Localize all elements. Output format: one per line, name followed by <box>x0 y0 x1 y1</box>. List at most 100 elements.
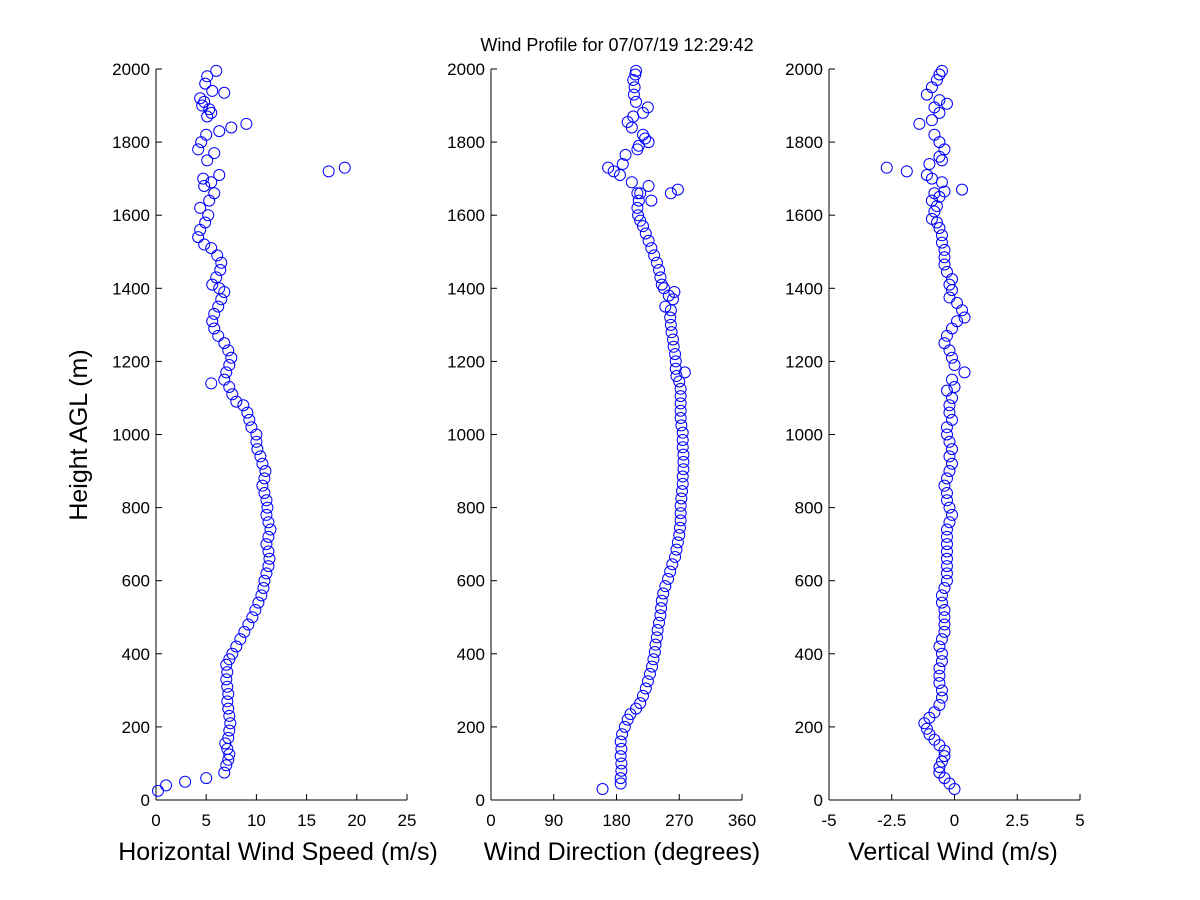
data-point-vertical <box>948 380 961 393</box>
data-point-speed <box>245 421 258 434</box>
data-point-vertical <box>938 611 951 624</box>
data-point-vertical <box>925 172 938 185</box>
y-tick-label-speed: 600 <box>122 572 150 591</box>
data-point-direction <box>676 470 689 483</box>
data-point-speed <box>200 772 213 785</box>
data-point-vertical <box>945 373 958 386</box>
data-point-vertical <box>913 117 926 130</box>
data-point-speed <box>212 300 225 313</box>
x-axis-label-speed: Horizontal Wind Speed (m/s) <box>118 838 438 866</box>
data-point-vertical <box>933 94 946 107</box>
x-tick-label-vertical: 5 <box>1075 811 1084 830</box>
data-point-vertical <box>933 698 946 711</box>
data-point-direction <box>615 757 628 770</box>
y-tick-label-speed: 200 <box>122 718 150 737</box>
data-point-speed <box>221 695 234 708</box>
data-point-direction <box>639 227 652 240</box>
data-point-vertical <box>935 229 948 242</box>
y-tick-label-vertical: 800 <box>795 499 823 518</box>
data-point-speed <box>238 625 251 638</box>
data-point-speed <box>264 523 277 536</box>
data-point-speed <box>240 117 253 130</box>
data-point-direction <box>647 653 660 666</box>
data-point-vertical <box>930 73 943 86</box>
data-point-vertical <box>945 351 958 364</box>
data-point-direction <box>621 713 634 726</box>
data-point-direction <box>636 220 649 233</box>
y-tick-label-direction: 1600 <box>447 206 485 225</box>
data-point-vertical <box>938 258 951 271</box>
x-tick-label-vertical: -2.5 <box>877 811 906 830</box>
x-tick-label-vertical: -5 <box>821 811 836 830</box>
y-tick-label-direction: 1200 <box>447 352 485 371</box>
data-point-vertical <box>940 494 953 507</box>
data-point-speed <box>205 106 218 119</box>
data-point-vertical <box>940 265 953 278</box>
x-tick-label-direction: 180 <box>602 811 630 830</box>
data-point-speed <box>205 176 218 189</box>
data-point-speed <box>201 70 214 83</box>
y-tick-label-vertical: 1400 <box>785 279 823 298</box>
data-point-direction <box>674 397 687 410</box>
data-point-vertical <box>935 755 948 768</box>
data-point-direction <box>630 64 643 77</box>
data-point-direction <box>613 168 626 181</box>
data-point-speed <box>223 359 236 372</box>
y-tick-label-speed: 1400 <box>112 279 150 298</box>
data-point-direction <box>629 68 642 81</box>
data-point-speed <box>160 779 173 792</box>
y-tick-label-vertical: 1200 <box>785 352 823 371</box>
data-point-speed <box>243 413 256 426</box>
data-point-vertical <box>935 596 948 609</box>
y-tick-label-vertical: 0 <box>814 791 823 810</box>
data-point-direction <box>667 340 680 353</box>
data-point-direction <box>669 355 682 368</box>
data-point-speed <box>259 465 272 478</box>
data-point-speed <box>262 530 275 543</box>
data-point-speed <box>241 406 254 419</box>
data-point-speed <box>262 545 275 558</box>
data-point-speed <box>226 388 239 401</box>
data-point-speed <box>198 238 211 251</box>
data-point-speed <box>200 128 213 141</box>
data-point-vertical <box>940 567 953 580</box>
y-tick-label-vertical: 1600 <box>785 206 823 225</box>
data-point-direction <box>650 631 663 644</box>
data-point-speed <box>223 748 236 761</box>
data-point-vertical <box>933 677 946 690</box>
data-point-direction <box>675 419 688 432</box>
data-point-direction <box>649 638 662 651</box>
data-point-direction <box>676 433 689 446</box>
data-point-direction <box>614 772 627 785</box>
data-point-direction <box>676 477 689 490</box>
data-point-speed <box>197 172 210 185</box>
x-tick-label-vertical: 0 <box>950 811 959 830</box>
data-point-direction <box>674 514 687 527</box>
data-point-vertical <box>938 750 951 763</box>
x-axis-label-direction: Wind Direction (degrees) <box>484 838 761 866</box>
data-point-direction <box>607 165 620 178</box>
data-point-speed <box>251 443 264 456</box>
data-point-direction <box>636 128 649 141</box>
data-point-speed <box>260 508 273 521</box>
data-point-direction <box>627 88 640 101</box>
data-point-direction <box>614 735 627 748</box>
data-point-vertical <box>940 472 953 485</box>
data-point-speed <box>201 154 214 167</box>
data-point-direction <box>634 214 647 227</box>
data-point-vertical <box>940 538 953 551</box>
data-point-speed <box>215 256 228 269</box>
data-point-speed <box>262 516 275 529</box>
data-point-direction <box>677 455 690 468</box>
data-point-direction <box>631 187 644 200</box>
data-point-vertical <box>935 64 948 77</box>
data-point-vertical <box>943 435 956 448</box>
data-point-direction <box>634 697 647 710</box>
data-point-speed <box>260 538 273 551</box>
data-point-speed <box>224 717 237 730</box>
data-point-speed <box>208 307 221 320</box>
data-point-direction <box>630 95 643 108</box>
data-point-speed <box>202 209 215 222</box>
y-tick-label-direction: 600 <box>457 572 485 591</box>
data-point-vertical <box>943 278 956 291</box>
